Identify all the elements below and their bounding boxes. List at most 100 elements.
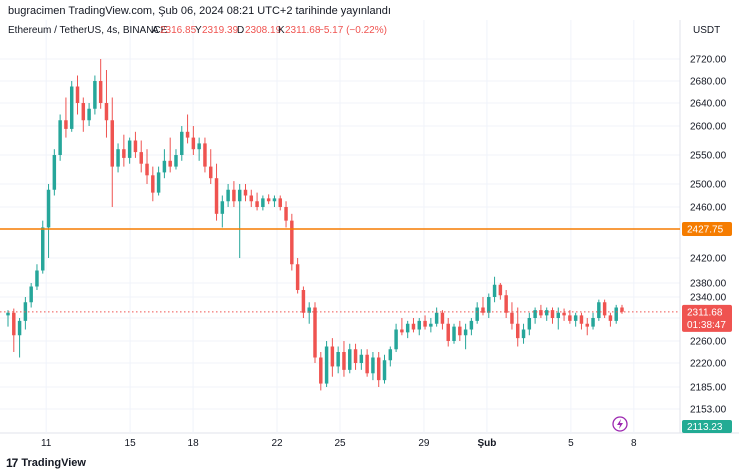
candle	[608, 312, 613, 327]
candle-body	[376, 357, 381, 381]
candle	[394, 323, 398, 352]
candle	[208, 149, 213, 184]
candle-body	[151, 175, 155, 193]
time-tick: 29	[418, 438, 430, 449]
candle	[400, 318, 404, 336]
candle-body	[330, 346, 335, 367]
candle-body	[481, 307, 485, 313]
lightning-icon[interactable]	[612, 416, 628, 432]
candle-body	[81, 103, 86, 121]
candle	[602, 299, 607, 318]
candle	[75, 75, 80, 115]
price-tick: 2340.00	[690, 293, 727, 304]
candle-body	[365, 354, 369, 374]
candle-body	[498, 284, 503, 296]
bar-countdown: 01:38:47	[687, 320, 726, 331]
candle-body	[98, 81, 103, 103]
candle	[29, 283, 33, 308]
time-tick: 15	[125, 438, 137, 449]
candle-body	[539, 310, 543, 316]
candle-body	[46, 189, 51, 228]
candle	[122, 134, 126, 167]
candle	[6, 310, 10, 327]
candle-body	[255, 201, 259, 207]
candle-body	[197, 143, 201, 150]
candle	[342, 341, 346, 377]
time-tick: 8	[631, 438, 637, 449]
candle	[255, 192, 259, 211]
open-key: A	[152, 25, 159, 36]
candle	[336, 346, 340, 374]
candle-body	[168, 160, 172, 167]
candle	[214, 163, 219, 221]
candle	[93, 75, 97, 115]
candle	[620, 304, 624, 314]
candle-body	[301, 290, 306, 313]
time-tick: 5	[568, 438, 574, 449]
candle-body	[249, 195, 254, 202]
candle-body	[527, 318, 532, 330]
candle-body	[261, 198, 265, 207]
candle	[168, 137, 172, 173]
candle-body	[492, 284, 497, 297]
candle-body	[440, 312, 445, 324]
candle	[98, 59, 103, 109]
candle-body	[458, 326, 462, 336]
price-tick: 2460.00	[690, 203, 727, 214]
publish-header: bugracimen TradingView.com, Şub 06, 2024…	[8, 5, 391, 17]
candle-body	[568, 315, 572, 321]
candle-body	[452, 326, 456, 341]
candle-body	[226, 189, 230, 202]
candle	[249, 189, 254, 207]
candle	[434, 307, 439, 327]
candle	[226, 184, 230, 207]
candle-body	[602, 302, 607, 316]
candle-body	[12, 312, 16, 336]
candle	[550, 307, 555, 324]
candle	[423, 315, 427, 330]
candle-body	[243, 189, 248, 196]
candle-body	[597, 302, 601, 318]
bottom-price-label: 2113.23	[687, 422, 723, 433]
candle	[220, 195, 225, 228]
price-tick: 2153.00	[690, 405, 727, 416]
candle	[185, 114, 190, 144]
candle-body	[400, 329, 404, 333]
candle	[585, 318, 589, 336]
candle-body	[487, 297, 491, 313]
candle	[614, 304, 618, 324]
candle	[382, 354, 387, 384]
price-tick: 2550.00	[690, 151, 727, 162]
chart-legend: Ethereum / TetherUS, 4s, BINANCE A 2316.…	[8, 25, 387, 36]
bottom-price-badge	[682, 420, 732, 433]
symbol-label: Ethereum / TetherUS, 4s, BINANCE	[8, 25, 168, 36]
candle	[162, 149, 167, 179]
currency-unit[interactable]: USDT	[693, 25, 720, 36]
candle-body	[521, 329, 526, 339]
last-price-badge	[682, 304, 732, 332]
candle	[487, 293, 491, 318]
candle-body	[405, 323, 410, 333]
candle-body	[562, 312, 566, 316]
candle-body	[342, 352, 346, 370]
candle-body	[394, 329, 398, 350]
candle	[237, 184, 242, 258]
candle-body	[319, 357, 323, 384]
time-tick: 11	[41, 438, 52, 449]
price-tick: 2420.00	[690, 254, 727, 265]
candle	[52, 149, 57, 196]
candle	[116, 143, 120, 173]
candle	[417, 318, 422, 336]
level-badge-label: 2427.75	[687, 225, 724, 236]
candle-body	[174, 155, 178, 167]
candle	[365, 349, 369, 377]
candle	[440, 310, 445, 330]
candle-body	[608, 315, 613, 321]
candle	[133, 131, 138, 158]
footer-brand[interactable]: 17 TradingView	[6, 456, 86, 470]
candle	[527, 312, 532, 336]
time-tick: Şub	[477, 438, 496, 449]
candle-body	[139, 152, 143, 164]
candle	[348, 343, 352, 374]
